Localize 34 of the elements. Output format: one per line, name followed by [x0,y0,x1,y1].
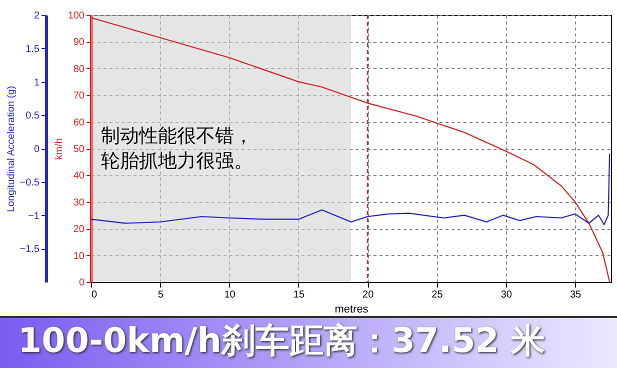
y-tick-label: 90 [73,37,85,48]
y-tick-label: 70 [73,90,85,102]
text: 100-0km/h刹车距离：37.52 米 [0,316,617,368]
x-tick-label: 30 [500,290,512,300]
line-series [90,153,610,226]
y-tick-label: 30 [73,197,85,208]
y-tick-label: 10 [73,250,85,262]
y2-tick-label: −0.5 [20,177,40,188]
y2-tick-label: 1 [34,77,40,88]
x-tick-label: 5 [158,290,164,300]
y2-tick-label: 2 [34,10,40,22]
annotation: 轮胎抓地力很强。 [101,150,253,172]
x-tick-label: 10 [224,290,236,300]
x-tick-label: 35 [570,290,582,300]
y-tick-label: 40 [73,170,85,182]
y-tick-label: 50 [73,144,85,155]
y-tick-label: 60 [73,117,85,128]
y2-tick-label: −1.5 [20,244,40,256]
y-tick-label: 80 [73,64,85,75]
y-tick-label: 100 [68,10,85,22]
y-axis-title: km/h [54,138,65,160]
y2-tick-label: 0 [34,144,40,155]
x-tick-label: 15 [293,290,305,300]
y2-axis-title: Longitudinal Acceleration (g) [6,86,17,212]
annotation: 制动性能很不错， [101,125,253,147]
y-tick-label: 0 [78,278,85,288]
y-tick-label: 20 [73,224,85,236]
y2-tick-label: 1.5 [26,44,40,55]
x-tick-label: 25 [432,290,444,300]
x-tick-label: 20 [362,290,374,300]
x-tick-label: 0 [92,290,98,300]
x-axis-title: metres [334,304,369,316]
y2-tick-label: −1 [28,210,40,222]
y2-tick-label: 0.5 [26,110,40,122]
